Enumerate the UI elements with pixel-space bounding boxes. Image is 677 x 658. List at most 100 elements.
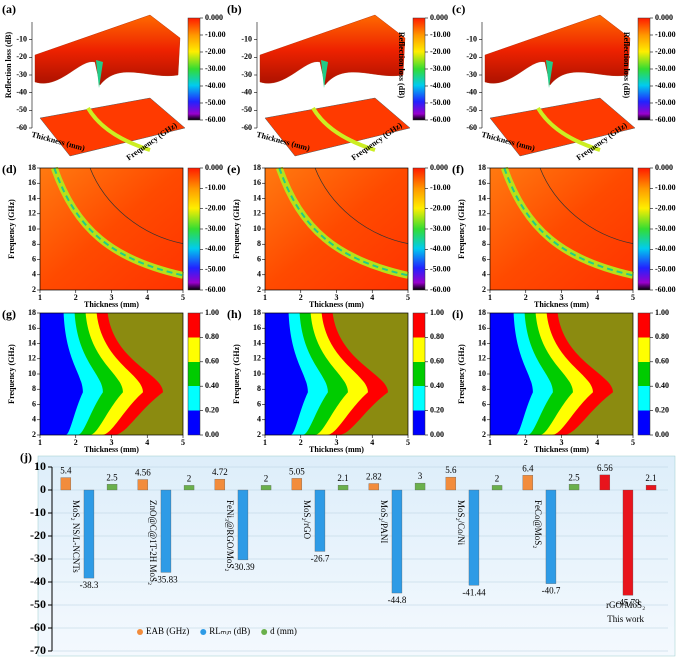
colorbar-tick-label: -50.00: [430, 98, 451, 107]
y-tick-label: 14: [478, 193, 486, 202]
colorbar: [187, 167, 201, 291]
colorbar-tick-label: 0.000: [430, 163, 448, 172]
z-tick-label: -60: [16, 123, 27, 132]
bar: [60, 477, 72, 491]
colorbar-tick-label: 0.40: [655, 381, 669, 390]
x-tick-label: 4: [370, 438, 374, 447]
legend-marker: [137, 629, 143, 635]
y-axis-label: Frequency (GHz): [232, 344, 241, 404]
colorbar-tick-label: 1.00: [430, 308, 444, 317]
y-tick-label: 4: [257, 270, 261, 279]
colorbar: [637, 17, 651, 121]
colorbar-tick-label: 0.80: [430, 332, 444, 341]
value-label: 6.56: [597, 463, 613, 473]
x-tick-label: 3: [335, 438, 339, 447]
contour-core: [278, 167, 409, 277]
value-label: 4.72: [212, 467, 228, 477]
bar: [491, 485, 503, 491]
panel-label: (i): [452, 307, 463, 321]
panel-label: (j): [20, 450, 32, 464]
y-tick-label: 8: [482, 239, 486, 248]
z-tick-label: -40: [241, 87, 252, 96]
y-tick-label: 14: [253, 338, 261, 347]
contour-core: [503, 167, 634, 277]
z-tick-label: -50: [241, 105, 252, 114]
x-tick-label: 1: [488, 293, 492, 302]
colorbar-tick-label: -40.00: [655, 81, 676, 90]
bar: [522, 475, 534, 491]
surface-spike: [96, 60, 103, 88]
y-tick-label: -70: [30, 643, 46, 657]
z-tick-label: -20: [241, 52, 252, 61]
bar: [622, 489, 634, 596]
colorbar-tick-label: 0.000: [655, 13, 673, 22]
colorbar-tick-label: -60.00: [430, 115, 451, 124]
colorbar: [187, 17, 201, 121]
y-axis-label: Frequency (GHz): [7, 199, 16, 259]
y-tick-label: 12: [28, 209, 36, 218]
contour-core: [53, 167, 184, 277]
bar: [568, 484, 580, 491]
contour-line: [89, 167, 184, 244]
x-tick-label: 4: [145, 438, 149, 447]
panel-label: (b): [227, 2, 242, 16]
panel-label: (a): [2, 2, 16, 16]
bar: [468, 489, 480, 586]
colorbar-tick-label: 0.60: [205, 357, 219, 366]
y-tick-label: 14: [28, 338, 36, 347]
y-tick-label: 2: [257, 430, 261, 439]
colorbar-tick-label: -30.00: [655, 224, 676, 233]
z-tick-label: -30: [241, 70, 252, 79]
value-label: -45.79: [616, 597, 640, 607]
y-axis-label: Frequency (GHz): [457, 344, 466, 404]
y-tick-label: 18: [478, 163, 486, 172]
colorbar-tick-label: 0.00: [205, 430, 219, 439]
floor: [264, 97, 411, 157]
legend-label: d (mm): [270, 626, 297, 636]
colorbar-tick-label: 0.80: [655, 332, 669, 341]
colorbar-tick-label: -10.00: [205, 30, 226, 39]
x-tick-label: 5: [181, 293, 185, 302]
colorbar-tick-label: 0.000: [655, 163, 673, 172]
y-tick-label: 10: [478, 224, 486, 233]
bar: [83, 489, 95, 579]
colorbar-tick-label: 0.60: [430, 357, 444, 366]
y-tick-label: 6: [482, 254, 486, 263]
y-tick-label: 18: [253, 163, 261, 172]
x-tick-label: 3: [560, 293, 564, 302]
x-tick-label: 5: [631, 293, 635, 302]
y-tick-label: 10: [253, 224, 261, 233]
surface: [34, 14, 181, 86]
colorbar: [187, 312, 201, 436]
y-tick-label: -10: [30, 505, 46, 519]
z-tick-label: -20: [16, 52, 27, 61]
x-tick-label: 1: [263, 293, 267, 302]
x-axis-label: Thickness (mm): [84, 445, 139, 454]
y-tick-label: 8: [257, 239, 261, 248]
z-tick-label: -30: [16, 70, 27, 79]
colorbar-tick-label: 0.40: [205, 381, 219, 390]
surface-spike: [546, 60, 553, 88]
value-label: -35.83: [154, 574, 178, 584]
contour-line: [314, 167, 409, 244]
bar: [414, 482, 426, 491]
colorbar-tick-label: 0.20: [655, 405, 669, 414]
colorbar-tick-label: -50.00: [430, 264, 451, 273]
value-label: 3: [418, 471, 423, 481]
floor-band: [311, 106, 376, 152]
panel-label: (c): [452, 2, 465, 16]
bar: [337, 485, 349, 491]
colorbar-tick-label: -20.00: [430, 203, 451, 212]
x-tick-label: 2: [299, 293, 303, 302]
bar: [645, 485, 657, 491]
category-label: FeNi₃@RGO/MoS₂: [225, 500, 235, 572]
panel-background: [37, 455, 676, 657]
colorbar-tick-label: 0.000: [205, 13, 223, 22]
surface: [484, 14, 631, 86]
bar: [599, 474, 611, 491]
floor-band: [86, 106, 151, 152]
colorbar-tick-label: -40.00: [205, 244, 226, 253]
y-tick-label: 12: [253, 209, 261, 218]
colorbar-tick-label: -50.00: [205, 264, 226, 273]
